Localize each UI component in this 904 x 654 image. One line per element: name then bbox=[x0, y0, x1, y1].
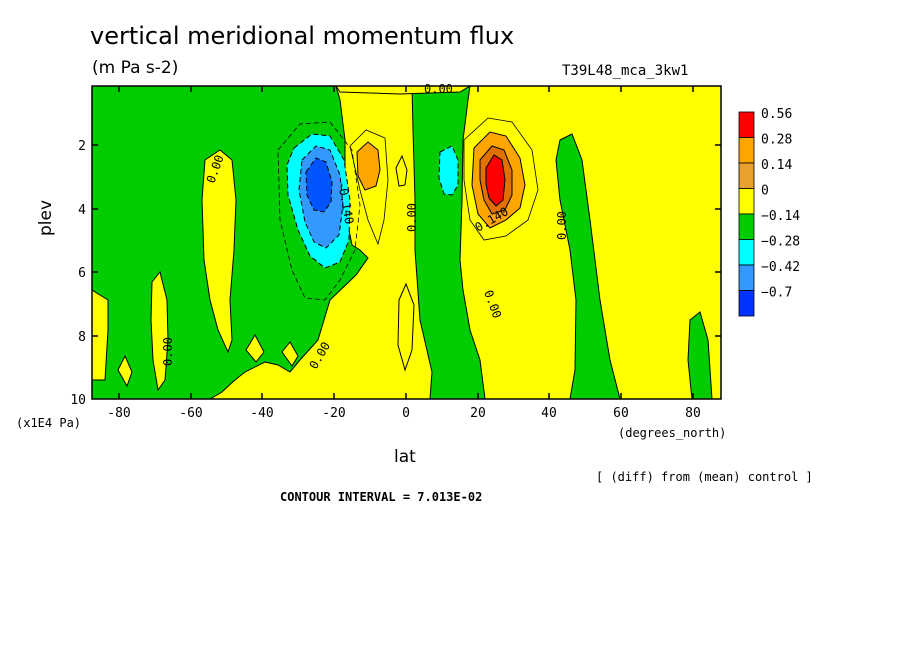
y-tick-label: 8 bbox=[78, 330, 86, 345]
x-tick-label: -40 bbox=[250, 406, 273, 421]
yellow-island-6 bbox=[395, 154, 408, 187]
chart-subtitle: (m Pa s-2) bbox=[92, 58, 179, 78]
yellow-island-5 bbox=[281, 341, 299, 367]
contour-outline-south bbox=[277, 121, 361, 301]
y-tick-label: 4 bbox=[78, 203, 86, 218]
green-region-east bbox=[555, 133, 621, 399]
colorbar-swatch bbox=[738, 213, 755, 240]
red-core-north bbox=[485, 154, 506, 207]
yellow-island-2 bbox=[150, 270, 169, 392]
y-axis-ticks bbox=[92, 144, 721, 337]
x-tick-label: -20 bbox=[322, 406, 345, 421]
x-tick-label: 40 bbox=[541, 406, 557, 421]
yellow-island-1 bbox=[201, 149, 237, 354]
y-axis-units: (x1E4 Pa) bbox=[16, 416, 82, 430]
x-tick-label: -80 bbox=[107, 406, 130, 421]
run-name: T39L48_mca_3kw1 bbox=[562, 63, 689, 79]
x-tick-label: 0 bbox=[402, 406, 410, 421]
colorbar-swatch bbox=[738, 264, 755, 291]
colorbar-label: −0.14 bbox=[761, 209, 800, 224]
colorbar-swatch bbox=[738, 137, 755, 164]
contour-label: 0.00 bbox=[555, 211, 569, 240]
colorbar-label: −0.28 bbox=[761, 235, 800, 250]
x-tick-label: 20 bbox=[470, 406, 486, 421]
colorbar-swatch bbox=[738, 290, 755, 317]
colorbar-label: 0.14 bbox=[761, 158, 792, 173]
colorbar: 0.56 0.28 0.14 0 −0.14 −0.28 −0.42 −0.7 bbox=[738, 107, 800, 317]
y-tick-label: 10 bbox=[70, 393, 86, 408]
colorbar-label: −0.7 bbox=[761, 286, 792, 301]
colorbar-swatch bbox=[738, 188, 755, 215]
contour-label: 0.00 bbox=[405, 203, 419, 232]
diff-note: [ (diff) from (mean) control ] bbox=[596, 470, 813, 484]
colorbar-swatch bbox=[738, 239, 755, 266]
plot-field bbox=[92, 86, 721, 399]
x-tick-label: -60 bbox=[179, 406, 202, 421]
colorbar-swatch bbox=[738, 111, 755, 138]
green-region-far-east bbox=[687, 311, 713, 399]
x-tick-labels: -80 -60 -40 -20 0 20 40 60 80 bbox=[107, 406, 701, 421]
colorbar-label: −0.42 bbox=[761, 260, 800, 275]
yellow-island-4 bbox=[245, 333, 265, 363]
contour-outline-north bbox=[463, 117, 539, 241]
contour-label: 0.00 bbox=[161, 337, 175, 366]
yellow-island-8 bbox=[335, 86, 471, 95]
green-region-center bbox=[411, 86, 486, 399]
colorbar-label: 0.28 bbox=[761, 133, 792, 148]
colorbar-label: 0 bbox=[761, 184, 769, 199]
chart-title: vertical meridional momentum flux bbox=[90, 22, 515, 50]
yellow-island-3 bbox=[117, 354, 133, 388]
x-tick-label: 80 bbox=[685, 406, 701, 421]
colorbar-label: 0.56 bbox=[761, 107, 792, 122]
colorbar-swatch bbox=[738, 162, 755, 189]
darkblue-core-south bbox=[305, 157, 333, 213]
y-tick-label: 6 bbox=[78, 266, 86, 281]
x-axis-label: lat bbox=[394, 447, 416, 467]
y-tick-label: 2 bbox=[78, 139, 86, 154]
contour-interval: CONTOUR INTERVAL = 7.013E-02 bbox=[280, 490, 483, 504]
contour-outline-mid bbox=[349, 129, 389, 246]
cyan-region-north bbox=[438, 145, 459, 196]
orange-region-mid bbox=[356, 141, 381, 191]
contour-label: 0.00 bbox=[424, 82, 453, 96]
yellow-island-7 bbox=[397, 282, 415, 372]
y-tick-labels: 2 4 6 8 10 bbox=[70, 139, 86, 408]
x-axis-ticks bbox=[118, 86, 694, 399]
x-axis-units: (degrees_north) bbox=[618, 426, 727, 440]
x-tick-label: 60 bbox=[613, 406, 629, 421]
